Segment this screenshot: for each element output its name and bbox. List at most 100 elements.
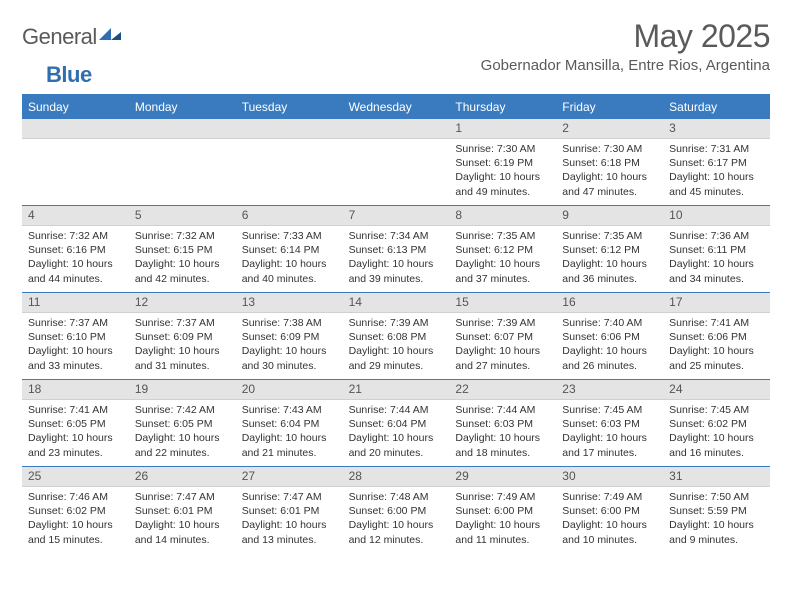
day-cell: 10Sunrise: 7:36 AMSunset: 6:11 PMDayligh…: [663, 206, 770, 292]
day-body: Sunrise: 7:45 AMSunset: 6:03 PMDaylight:…: [556, 400, 663, 464]
day-body: Sunrise: 7:40 AMSunset: 6:06 PMDaylight:…: [556, 313, 663, 377]
day-number: 2: [556, 119, 663, 139]
day-number: 16: [556, 293, 663, 313]
day-body: Sunrise: 7:37 AMSunset: 6:09 PMDaylight:…: [129, 313, 236, 377]
location-text: Gobernador Mansilla, Entre Rios, Argenti…: [481, 57, 770, 74]
daylight-text: Daylight: 10 hours and 9 minutes.: [669, 518, 764, 546]
sunset-text: Sunset: 6:03 PM: [455, 417, 550, 431]
day-number: 24: [663, 380, 770, 400]
calendar-page: General May 2025 Gobernador Mansilla, En…: [0, 0, 792, 563]
sunrise-text: Sunrise: 7:30 AM: [562, 142, 657, 156]
daylight-text: Daylight: 10 hours and 14 minutes.: [135, 518, 230, 546]
sunset-text: Sunset: 6:03 PM: [562, 417, 657, 431]
logo-text-blue: Blue: [46, 62, 92, 88]
day-number: [343, 119, 450, 139]
daylight-text: Daylight: 10 hours and 20 minutes.: [349, 431, 444, 459]
daylight-text: Daylight: 10 hours and 39 minutes.: [349, 257, 444, 285]
day-cell: 16Sunrise: 7:40 AMSunset: 6:06 PMDayligh…: [556, 293, 663, 379]
sunset-text: Sunset: 6:09 PM: [135, 330, 230, 344]
day-cell: 8Sunrise: 7:35 AMSunset: 6:12 PMDaylight…: [449, 206, 556, 292]
sunset-text: Sunset: 6:04 PM: [242, 417, 337, 431]
day-cell: 18Sunrise: 7:41 AMSunset: 6:05 PMDayligh…: [22, 380, 129, 466]
day-cell: 26Sunrise: 7:47 AMSunset: 6:01 PMDayligh…: [129, 467, 236, 553]
sunrise-text: Sunrise: 7:34 AM: [349, 229, 444, 243]
daylight-text: Daylight: 10 hours and 18 minutes.: [455, 431, 550, 459]
title-block: May 2025 Gobernador Mansilla, Entre Rios…: [481, 18, 770, 74]
daylight-text: Daylight: 10 hours and 47 minutes.: [562, 170, 657, 198]
sunset-text: Sunset: 6:06 PM: [669, 330, 764, 344]
day-number: 15: [449, 293, 556, 313]
sunset-text: Sunset: 6:04 PM: [349, 417, 444, 431]
sunrise-text: Sunrise: 7:39 AM: [349, 316, 444, 330]
sunrise-text: Sunrise: 7:41 AM: [28, 403, 123, 417]
sunset-text: Sunset: 6:09 PM: [242, 330, 337, 344]
daylight-text: Daylight: 10 hours and 33 minutes.: [28, 344, 123, 372]
sunset-text: Sunset: 6:14 PM: [242, 243, 337, 257]
day-number: 28: [343, 467, 450, 487]
day-number: 29: [449, 467, 556, 487]
day-body: Sunrise: 7:35 AMSunset: 6:12 PMDaylight:…: [449, 226, 556, 290]
day-number: 9: [556, 206, 663, 226]
sunset-text: Sunset: 6:18 PM: [562, 156, 657, 170]
sunset-text: Sunset: 6:12 PM: [455, 243, 550, 257]
day-number: 23: [556, 380, 663, 400]
sunrise-text: Sunrise: 7:33 AM: [242, 229, 337, 243]
week-row: 1Sunrise: 7:30 AMSunset: 6:19 PMDaylight…: [22, 119, 770, 206]
day-body: Sunrise: 7:36 AMSunset: 6:11 PMDaylight:…: [663, 226, 770, 290]
day-number: 13: [236, 293, 343, 313]
daylight-text: Daylight: 10 hours and 25 minutes.: [669, 344, 764, 372]
day-body: Sunrise: 7:43 AMSunset: 6:04 PMDaylight:…: [236, 400, 343, 464]
sunrise-text: Sunrise: 7:50 AM: [669, 490, 764, 504]
dow-wednesday: Wednesday: [343, 96, 450, 119]
sunset-text: Sunset: 6:05 PM: [135, 417, 230, 431]
sunset-text: Sunset: 6:08 PM: [349, 330, 444, 344]
weeks-container: 1Sunrise: 7:30 AMSunset: 6:19 PMDaylight…: [22, 119, 770, 553]
sunrise-text: Sunrise: 7:39 AM: [455, 316, 550, 330]
daylight-text: Daylight: 10 hours and 49 minutes.: [455, 170, 550, 198]
day-cell: 13Sunrise: 7:38 AMSunset: 6:09 PMDayligh…: [236, 293, 343, 379]
sunrise-text: Sunrise: 7:42 AM: [135, 403, 230, 417]
week-row: 18Sunrise: 7:41 AMSunset: 6:05 PMDayligh…: [22, 380, 770, 467]
sunset-text: Sunset: 6:17 PM: [669, 156, 764, 170]
sunrise-text: Sunrise: 7:38 AM: [242, 316, 337, 330]
day-body: Sunrise: 7:46 AMSunset: 6:02 PMDaylight:…: [22, 487, 129, 551]
sunset-text: Sunset: 6:01 PM: [135, 504, 230, 518]
sunrise-text: Sunrise: 7:45 AM: [562, 403, 657, 417]
sunrise-text: Sunrise: 7:44 AM: [455, 403, 550, 417]
sunrise-text: Sunrise: 7:30 AM: [455, 142, 550, 156]
daylight-text: Daylight: 10 hours and 17 minutes.: [562, 431, 657, 459]
day-body: Sunrise: 7:47 AMSunset: 6:01 PMDaylight:…: [236, 487, 343, 551]
week-row: 4Sunrise: 7:32 AMSunset: 6:16 PMDaylight…: [22, 206, 770, 293]
daylight-text: Daylight: 10 hours and 27 minutes.: [455, 344, 550, 372]
daylight-text: Daylight: 10 hours and 16 minutes.: [669, 431, 764, 459]
sunset-text: Sunset: 6:01 PM: [242, 504, 337, 518]
sunset-text: Sunset: 6:06 PM: [562, 330, 657, 344]
day-body: Sunrise: 7:32 AMSunset: 6:16 PMDaylight:…: [22, 226, 129, 290]
day-cell: 31Sunrise: 7:50 AMSunset: 5:59 PMDayligh…: [663, 467, 770, 553]
daylight-text: Daylight: 10 hours and 34 minutes.: [669, 257, 764, 285]
day-body: Sunrise: 7:47 AMSunset: 6:01 PMDaylight:…: [129, 487, 236, 551]
sunrise-text: Sunrise: 7:32 AM: [135, 229, 230, 243]
day-body: Sunrise: 7:39 AMSunset: 6:08 PMDaylight:…: [343, 313, 450, 377]
day-cell: 9Sunrise: 7:35 AMSunset: 6:12 PMDaylight…: [556, 206, 663, 292]
daylight-text: Daylight: 10 hours and 36 minutes.: [562, 257, 657, 285]
day-cell: [343, 119, 450, 205]
day-number: 12: [129, 293, 236, 313]
day-number: 4: [22, 206, 129, 226]
dow-saturday: Saturday: [663, 96, 770, 119]
sunset-text: Sunset: 6:13 PM: [349, 243, 444, 257]
day-cell: [236, 119, 343, 205]
daylight-text: Daylight: 10 hours and 42 minutes.: [135, 257, 230, 285]
day-body: Sunrise: 7:31 AMSunset: 6:17 PMDaylight:…: [663, 139, 770, 203]
day-cell: 23Sunrise: 7:45 AMSunset: 6:03 PMDayligh…: [556, 380, 663, 466]
sunset-text: Sunset: 6:11 PM: [669, 243, 764, 257]
day-cell: 4Sunrise: 7:32 AMSunset: 6:16 PMDaylight…: [22, 206, 129, 292]
day-cell: 6Sunrise: 7:33 AMSunset: 6:14 PMDaylight…: [236, 206, 343, 292]
day-cell: 15Sunrise: 7:39 AMSunset: 6:07 PMDayligh…: [449, 293, 556, 379]
day-number: 21: [343, 380, 450, 400]
sunrise-text: Sunrise: 7:48 AM: [349, 490, 444, 504]
day-cell: 20Sunrise: 7:43 AMSunset: 6:04 PMDayligh…: [236, 380, 343, 466]
day-cell: 21Sunrise: 7:44 AMSunset: 6:04 PMDayligh…: [343, 380, 450, 466]
daylight-text: Daylight: 10 hours and 12 minutes.: [349, 518, 444, 546]
day-number: 5: [129, 206, 236, 226]
